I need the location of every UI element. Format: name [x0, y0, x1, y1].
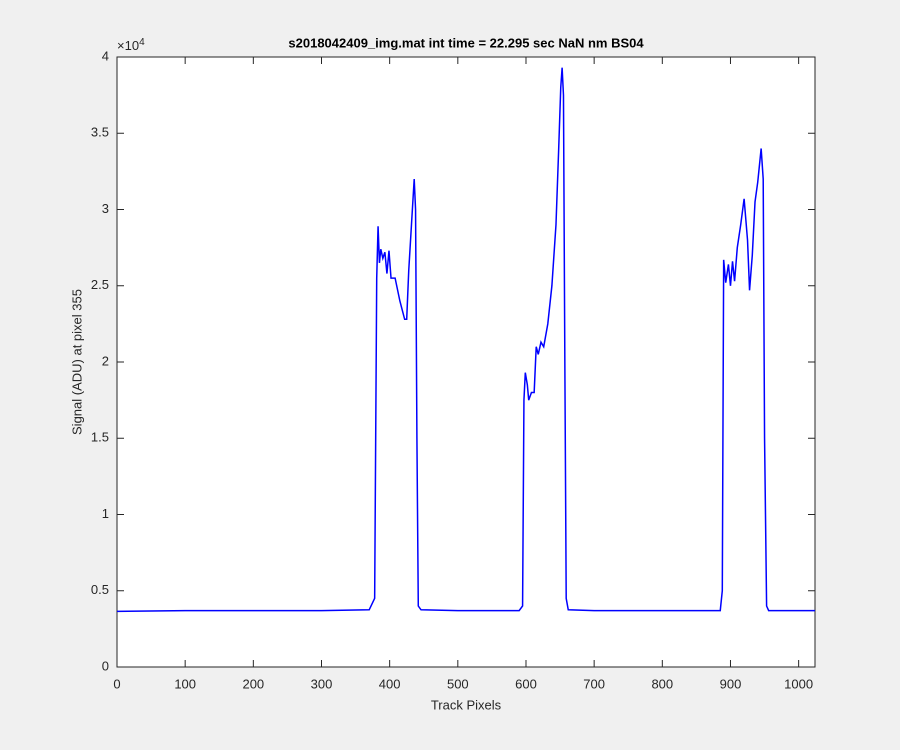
y-multiplier-base: ×10 — [117, 38, 139, 53]
y-tick-label: 3 — [102, 201, 109, 216]
x-tick-label: 700 — [583, 676, 605, 691]
x-tick-label: 200 — [242, 676, 264, 691]
y-multiplier: ×104 — [117, 37, 145, 54]
x-tick-label: 400 — [379, 676, 401, 691]
chart-title: s2018042409_img.mat int time = 22.295 se… — [288, 35, 644, 50]
x-axis-label: Track Pixels — [431, 697, 502, 712]
plot-area — [116, 56, 816, 668]
x-tick-label: 300 — [311, 676, 333, 691]
x-tick-label: 1000 — [784, 676, 813, 691]
y-tick-label: 4 — [102, 48, 109, 63]
x-tick-label: 800 — [651, 676, 673, 691]
y-tick-label: 3.5 — [91, 125, 109, 140]
y-tick-label: 2.5 — [91, 277, 109, 292]
data-line — [116, 67, 815, 613]
y-axis-label: Signal (ADU) at pixel 355 — [69, 289, 84, 435]
y-tick-label: 1 — [102, 506, 109, 521]
x-tick-label: 100 — [174, 676, 196, 691]
x-tick-label: 0 — [113, 676, 120, 691]
x-tick-label: 500 — [447, 676, 469, 691]
y-multiplier-exponent: 4 — [139, 37, 145, 48]
x-tick-label: 600 — [515, 676, 537, 691]
y-tick-label: 1.5 — [91, 430, 109, 445]
y-tick-label: 0 — [102, 658, 109, 673]
y-tick-label: 0.5 — [91, 582, 109, 597]
x-tick-label: 900 — [720, 676, 742, 691]
y-tick-label: 2 — [102, 353, 109, 368]
